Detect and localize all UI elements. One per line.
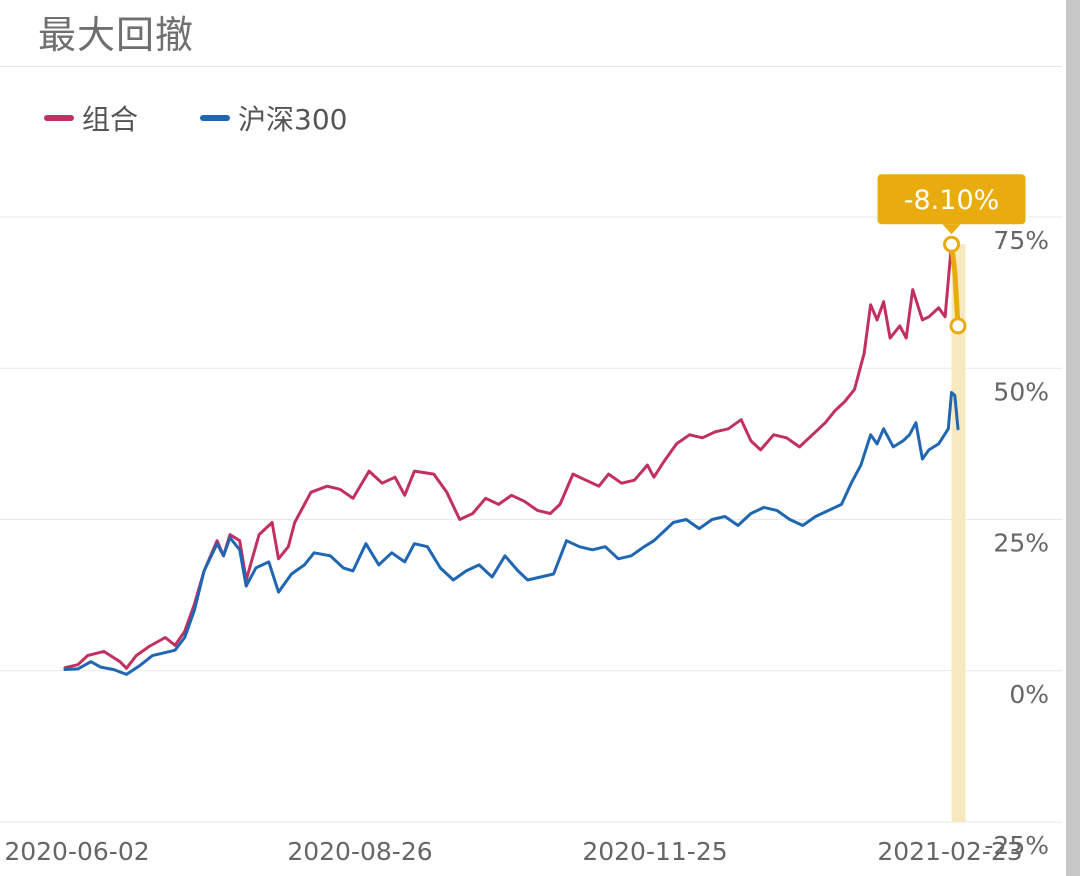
drawdown-band-layer <box>951 244 966 823</box>
grid-layer <box>0 216 1062 823</box>
chart-title: 最大回撤 <box>38 13 195 57</box>
tooltip-pointer <box>942 224 961 235</box>
x-tick-label-3: 2021-02-23 <box>877 837 1022 866</box>
y-tick-label-2: 25% <box>993 529 1049 558</box>
tooltip-box <box>877 174 1026 225</box>
series-line-benchmark <box>63 391 960 676</box>
drawdown-peak-marker <box>943 235 961 253</box>
drawdown-trough-marker <box>949 317 967 335</box>
y-tick-label-0: 75% <box>993 226 1049 255</box>
tooltip-value: -8.10% <box>904 185 1000 216</box>
drawdown-band <box>951 244 966 823</box>
legend-item-benchmark[interactable]: 沪深300 <box>200 98 347 138</box>
title-divider <box>0 66 1062 67</box>
x-tick-label-1: 2020-08-26 <box>287 837 432 866</box>
legend-label-portfolio: 组合 <box>82 103 139 136</box>
chart-legend: 组合 沪深300 <box>44 98 347 138</box>
drawdown-path <box>949 241 961 329</box>
x-tick-label-0: 2020-06-02 <box>4 837 149 866</box>
y-axis-ticks: 75% 50% 25% 0% -25% <box>984 226 1049 860</box>
y-tick-label-4: -25% <box>984 831 1049 860</box>
x-tick-label-2: 2020-11-25 <box>582 837 727 866</box>
legend-swatch-benchmark <box>200 115 231 121</box>
series-layer <box>63 242 960 676</box>
legend-swatch-portfolio <box>44 115 74 121</box>
y-tick-label-3: 0% <box>1009 680 1049 709</box>
legend-item-portfolio[interactable]: 组合 <box>44 98 138 138</box>
series-line-portfolio <box>63 242 953 670</box>
x-axis-ticks: 2020-06-02 2020-08-26 2020-11-25 2021-02-23 <box>4 837 1022 866</box>
vertical-scrollbar[interactable] <box>1066 0 1080 876</box>
drawdown-tooltip: -8.10% <box>877 174 1026 235</box>
legend-label-benchmark: 沪深300 <box>238 103 348 136</box>
y-tick-label-1: 50% <box>993 377 1049 406</box>
drawdown-highlight-layer <box>943 235 967 335</box>
